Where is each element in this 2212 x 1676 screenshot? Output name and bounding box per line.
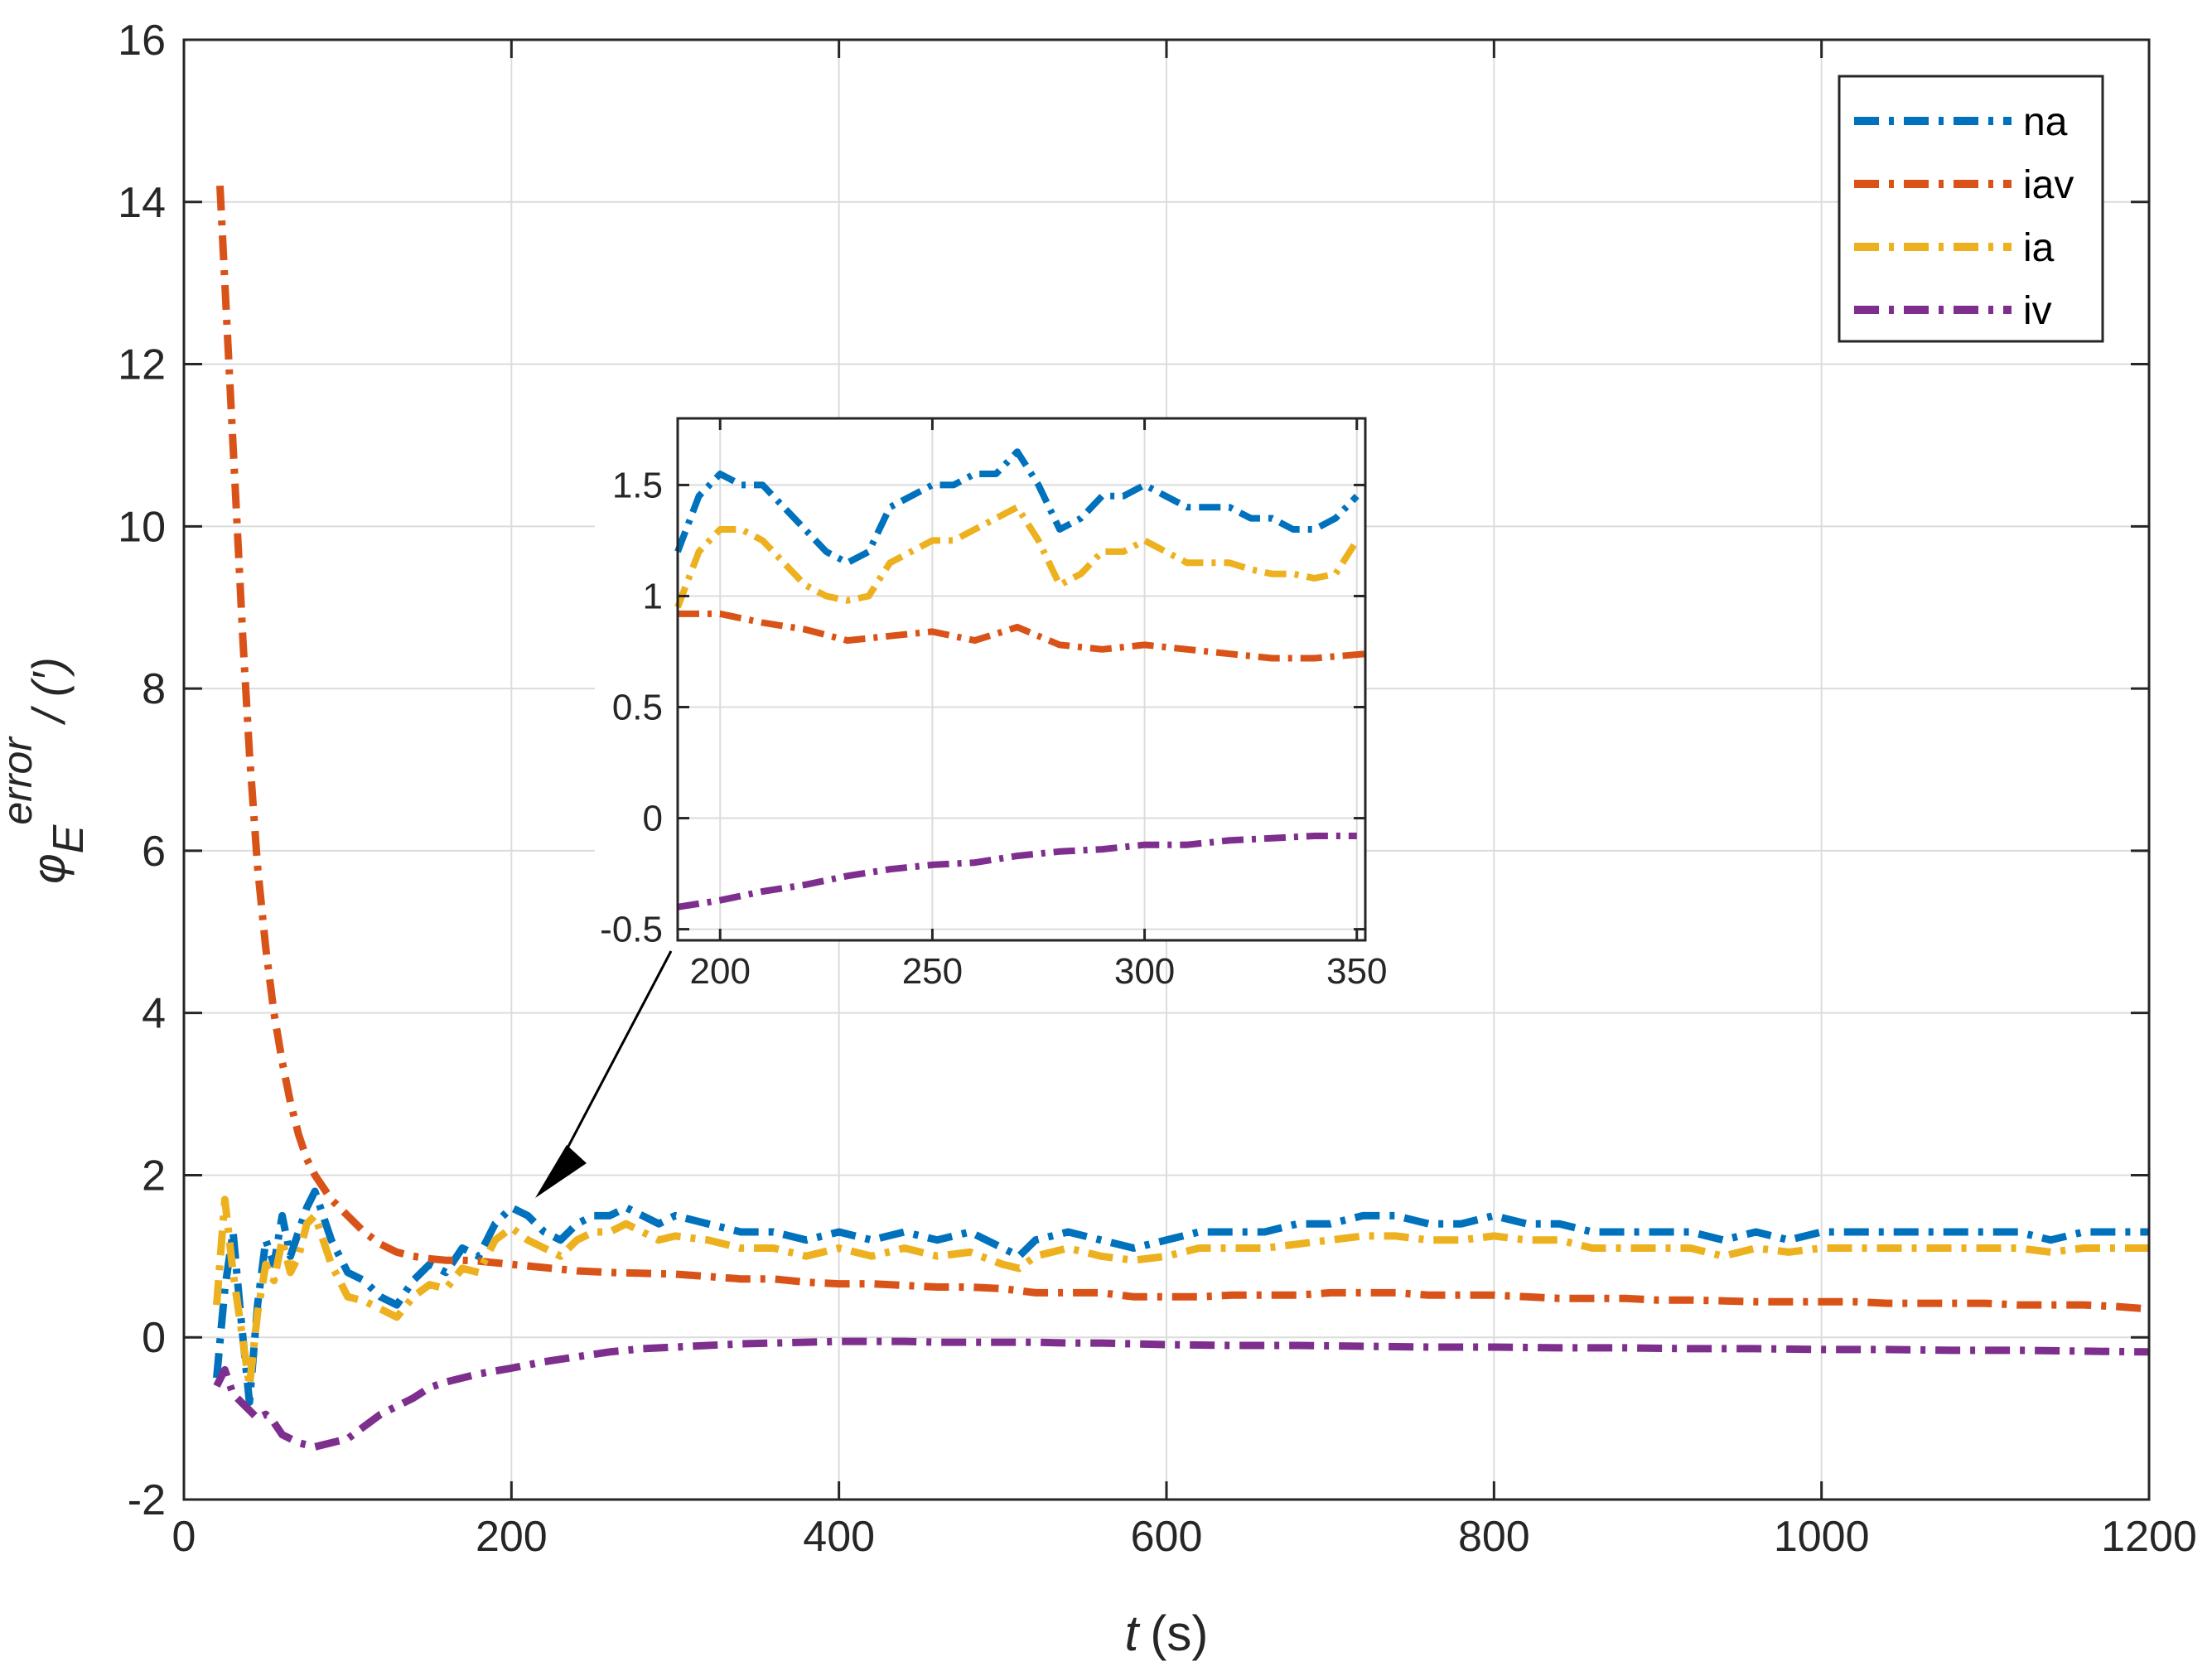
y-tick-label: 4: [142, 990, 166, 1038]
x-tick-label: 200: [476, 1513, 548, 1561]
x-tick-label: 200: [690, 951, 751, 992]
zoom-arrow: [535, 950, 673, 1198]
legend-label-iv: iv: [2023, 289, 2052, 333]
series-line-na: [213, 1187, 2149, 1406]
x-axis-label: t (s): [1125, 1606, 1209, 1661]
inset-series: [674, 448, 1366, 910]
series-line-iav: [216, 185, 2150, 1313]
y-tick-label: 14: [118, 179, 166, 227]
y-tick-label: 0: [643, 799, 663, 839]
x-tick-label: 600: [1131, 1513, 1203, 1561]
legend-label-ia: ia: [2023, 226, 2055, 270]
zoom-arrow-head: [535, 1145, 587, 1198]
series-line-ia: [674, 504, 1360, 609]
x-axis-unit: (s): [1150, 1606, 1208, 1661]
series-line-iv: [677, 833, 1357, 910]
y-axis-label: φEerror / (′): [0, 657, 93, 884]
series-line-iav: [678, 610, 1366, 662]
inset-grid: [678, 418, 1365, 940]
legend: na iav ia iv: [1838, 75, 2104, 343]
legend-label-na: na: [2023, 100, 2068, 144]
x-tick-label: 400: [803, 1513, 875, 1561]
inset-ticks: 200 250 300 350 -0.5 0 0.5 1 1.5: [600, 418, 1387, 992]
series-line-na: [674, 448, 1360, 567]
inset-background: [595, 418, 1365, 940]
y-tick-label: 2: [142, 1152, 166, 1200]
svg-text:φEerror/ (′): φEerror / (′): [0, 657, 93, 884]
x-tick-label: 350: [1326, 951, 1387, 992]
y-tick-label: 6: [142, 828, 166, 876]
x-tick-label: 1000: [1774, 1513, 1870, 1561]
x-tick-label: 1200: [2101, 1513, 2197, 1561]
y-axis-unit: / (′): [22, 657, 75, 726]
x-tick-label: 0: [172, 1513, 196, 1561]
y-tick-label: 0: [142, 1314, 166, 1362]
y-axis-subscript: E: [45, 824, 93, 853]
inset-axes-box: [676, 417, 1367, 942]
zoom-arrow-line: [552, 950, 673, 1176]
y-tick-label: -0.5: [600, 910, 663, 950]
y-tick-label: 12: [118, 341, 166, 389]
y-tick-label: -2: [128, 1476, 166, 1524]
x-tick-label: 300: [1114, 951, 1175, 992]
x-axis-var: t: [1125, 1606, 1141, 1661]
x-tick-label: 800: [1458, 1513, 1530, 1561]
series-line-ia: [213, 1195, 2149, 1390]
y-tick-label: 16: [118, 17, 166, 65]
y-tick-label: 0.5: [612, 688, 663, 728]
y-tick-label: 1: [643, 576, 663, 616]
y-axis-superscript: error: [0, 736, 41, 825]
legend-label-iav: iav: [2023, 163, 2074, 207]
x-tick-label: 250: [902, 951, 963, 992]
y-tick-label: 1.5: [612, 465, 663, 505]
series-line-iv: [213, 1337, 2150, 1451]
y-tick-label: 10: [118, 503, 166, 551]
y-tick-label: 8: [142, 665, 166, 713]
main-series: [213, 185, 2150, 1451]
y-axis-symbol: φ: [22, 853, 75, 884]
